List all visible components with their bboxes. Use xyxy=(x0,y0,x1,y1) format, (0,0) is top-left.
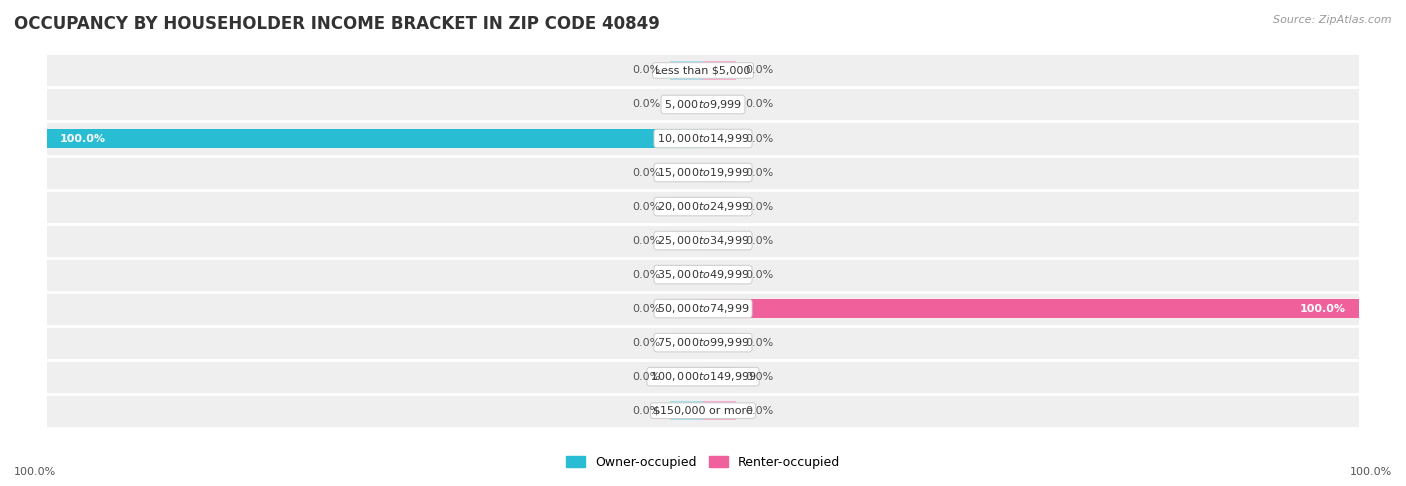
Legend: Owner-occupied, Renter-occupied: Owner-occupied, Renter-occupied xyxy=(561,451,845,474)
Text: 100.0%: 100.0% xyxy=(1301,304,1346,313)
Bar xyxy=(671,265,703,284)
Text: 0.0%: 0.0% xyxy=(633,338,661,347)
Text: 0.0%: 0.0% xyxy=(633,168,661,177)
Bar xyxy=(671,197,703,216)
Text: 0.0%: 0.0% xyxy=(633,270,661,279)
Text: 0.0%: 0.0% xyxy=(633,304,661,313)
Text: Less than $5,000: Less than $5,000 xyxy=(655,66,751,75)
Text: 0.0%: 0.0% xyxy=(745,202,773,211)
Text: 0.0%: 0.0% xyxy=(633,406,661,416)
Bar xyxy=(46,292,1360,326)
Bar xyxy=(46,53,1360,87)
Text: $150,000 or more: $150,000 or more xyxy=(654,406,752,416)
Text: OCCUPANCY BY HOUSEHOLDER INCOME BRACKET IN ZIP CODE 40849: OCCUPANCY BY HOUSEHOLDER INCOME BRACKET … xyxy=(14,15,659,33)
Bar xyxy=(703,129,735,148)
Text: 0.0%: 0.0% xyxy=(745,66,773,75)
Bar xyxy=(46,122,1360,156)
Bar xyxy=(671,163,703,182)
Bar xyxy=(703,231,735,250)
Text: 0.0%: 0.0% xyxy=(633,236,661,245)
Bar xyxy=(671,401,703,420)
Text: 0.0%: 0.0% xyxy=(745,338,773,347)
Text: $10,000 to $14,999: $10,000 to $14,999 xyxy=(657,132,749,145)
Bar xyxy=(703,163,735,182)
Text: 0.0%: 0.0% xyxy=(745,406,773,416)
Bar xyxy=(703,95,735,114)
Bar xyxy=(671,367,703,386)
Bar xyxy=(46,190,1360,224)
Text: 0.0%: 0.0% xyxy=(745,100,773,109)
Text: $35,000 to $49,999: $35,000 to $49,999 xyxy=(657,268,749,281)
Bar xyxy=(671,333,703,352)
Text: $15,000 to $19,999: $15,000 to $19,999 xyxy=(657,166,749,179)
Bar xyxy=(671,299,703,318)
Text: Source: ZipAtlas.com: Source: ZipAtlas.com xyxy=(1274,15,1392,25)
Bar xyxy=(703,265,735,284)
Bar xyxy=(671,61,703,80)
Text: 0.0%: 0.0% xyxy=(745,134,773,143)
Text: 100.0%: 100.0% xyxy=(14,467,56,477)
Text: $25,000 to $34,999: $25,000 to $34,999 xyxy=(657,234,749,247)
Bar xyxy=(46,129,703,148)
Text: 0.0%: 0.0% xyxy=(633,66,661,75)
Bar xyxy=(703,333,735,352)
Bar xyxy=(703,401,735,420)
Bar xyxy=(46,360,1360,394)
Text: 0.0%: 0.0% xyxy=(745,372,773,382)
Text: 100.0%: 100.0% xyxy=(1350,467,1392,477)
Text: $50,000 to $74,999: $50,000 to $74,999 xyxy=(657,302,749,315)
Bar xyxy=(46,258,1360,292)
Bar xyxy=(46,394,1360,428)
Text: $5,000 to $9,999: $5,000 to $9,999 xyxy=(664,98,742,111)
Text: $20,000 to $24,999: $20,000 to $24,999 xyxy=(657,200,749,213)
Text: 0.0%: 0.0% xyxy=(745,270,773,279)
Bar xyxy=(671,95,703,114)
Bar xyxy=(46,156,1360,190)
Text: $100,000 to $149,999: $100,000 to $149,999 xyxy=(650,370,756,383)
Bar xyxy=(46,326,1360,360)
Bar xyxy=(46,224,1360,258)
Bar xyxy=(671,231,703,250)
Text: 100.0%: 100.0% xyxy=(60,134,105,143)
Text: 0.0%: 0.0% xyxy=(745,168,773,177)
Text: $75,000 to $99,999: $75,000 to $99,999 xyxy=(657,336,749,349)
Bar xyxy=(703,197,735,216)
Text: 0.0%: 0.0% xyxy=(633,202,661,211)
Text: 0.0%: 0.0% xyxy=(633,100,661,109)
Text: 0.0%: 0.0% xyxy=(745,236,773,245)
Text: 0.0%: 0.0% xyxy=(633,372,661,382)
Bar xyxy=(46,87,1360,122)
Bar xyxy=(703,367,735,386)
Bar xyxy=(703,61,735,80)
Bar xyxy=(703,299,1360,318)
